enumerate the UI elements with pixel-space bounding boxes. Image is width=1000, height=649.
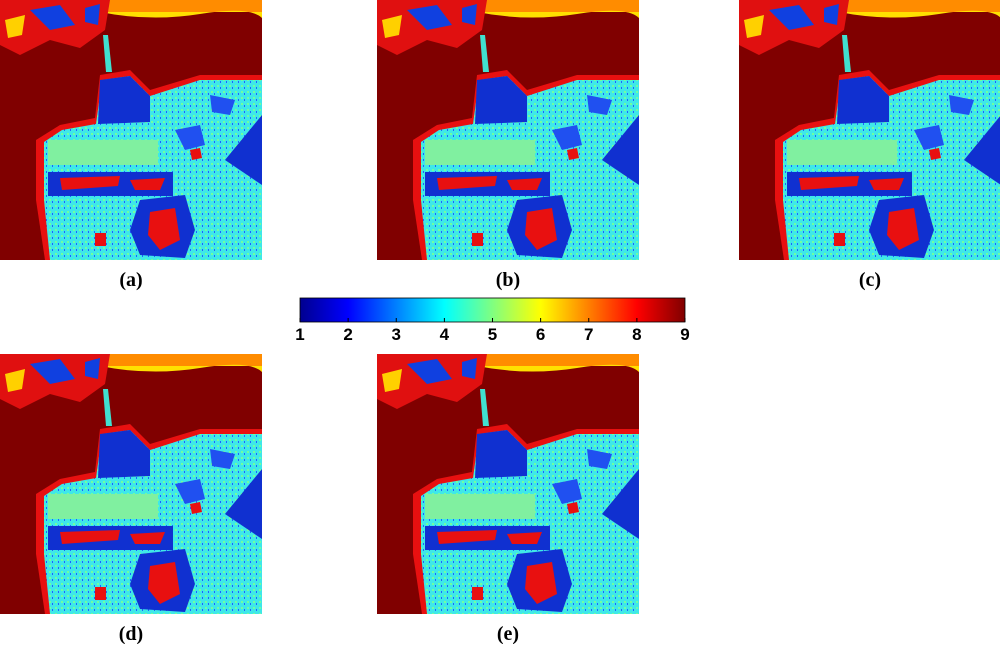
map-image: [377, 0, 639, 260]
map-image: [0, 354, 262, 614]
map-image: [0, 0, 262, 260]
panel-label: (d): [119, 623, 143, 644]
panel-label: (b): [496, 269, 520, 291]
map-image: [377, 354, 639, 614]
panel-label: (c): [859, 269, 881, 291]
tick-label: 4: [440, 325, 450, 344]
tick-label: 3: [392, 325, 401, 344]
tick-label: 1: [295, 325, 304, 344]
tick-label: 6: [536, 325, 545, 344]
map-image: [739, 0, 1000, 260]
tick-label: 5: [488, 325, 497, 344]
tick-label: 9: [680, 325, 689, 344]
tick-label: 8: [632, 325, 641, 344]
panel-label: (a): [119, 269, 142, 291]
tick-label: 2: [343, 325, 352, 344]
colorbar: 1 2 3 4 5 6 7 8 9: [295, 297, 690, 344]
tick-label: 7: [584, 325, 593, 344]
panel-label: (e): [497, 623, 519, 644]
